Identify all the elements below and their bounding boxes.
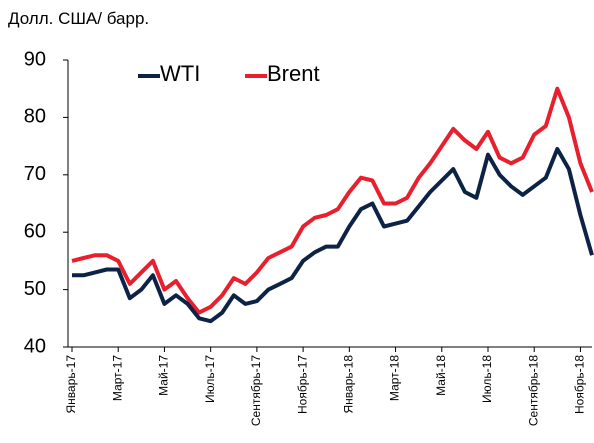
x-tick-label: Май-17 (157, 355, 171, 396)
x-tick-label: Ноябрь-18 (573, 355, 587, 414)
x-tick-label: Июль-18 (480, 355, 494, 403)
y-tick-label: 80 (24, 106, 46, 128)
y-tick-label: 40 (24, 335, 46, 357)
legend-label: WTI (160, 61, 200, 86)
line-series (72, 147, 594, 324)
y-tick-label: 70 (24, 163, 46, 185)
x-tick-label: Январь-18 (342, 355, 356, 414)
x-tick-label: Март-18 (388, 355, 402, 401)
y-tick-label: 60 (24, 220, 46, 242)
x-tick-label: Май-18 (434, 355, 448, 396)
x-tick-label: Март-17 (110, 355, 124, 401)
y-tick-label: 50 (24, 278, 46, 300)
y-axis-label: Долл. США/ барр. (8, 9, 149, 28)
x-tick-label: Июль-17 (203, 355, 217, 403)
y-tick-label: 90 (24, 48, 46, 70)
x-tick-label: Январь-17 (64, 355, 78, 414)
x-tick-label: Ноябрь-17 (295, 355, 309, 414)
line-series (71, 86, 594, 315)
x-tick-label: Сентябрь-17 (249, 355, 263, 426)
legend-label: Brent (267, 61, 320, 86)
x-tick-label: Сентябрь-18 (526, 355, 540, 426)
